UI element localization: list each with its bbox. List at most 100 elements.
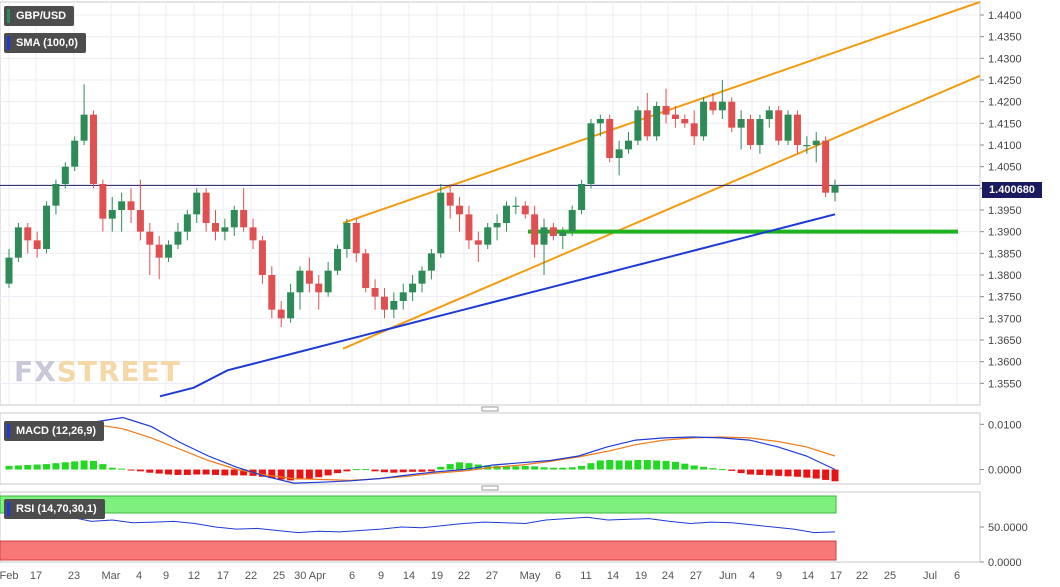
- candle-body: [146, 231, 154, 245]
- channel-line: [342, 74, 981, 350]
- x-tick-label: 24: [662, 570, 674, 582]
- legend-label: RSI (14,70,30,1): [16, 503, 97, 515]
- macd-histogram-bar: [315, 469, 323, 478]
- macd-histogram-bar: [831, 469, 839, 482]
- macd-histogram-bar: [784, 469, 792, 477]
- macd-histogram-bar: [89, 460, 97, 470]
- macd-histogram-bar: [822, 469, 830, 480]
- candle-body: [136, 210, 144, 232]
- candle-body: [118, 201, 126, 210]
- macd-histogram-bar: [118, 468, 126, 470]
- candle-body: [615, 149, 623, 158]
- candle-body: [287, 292, 295, 319]
- candle-body: [456, 205, 464, 215]
- candle-body: [108, 210, 116, 219]
- candle-body: [747, 119, 755, 145]
- macd-histogram-bar: [80, 460, 88, 470]
- macd-histogram-bar: [183, 469, 191, 475]
- candle-body: [718, 101, 726, 111]
- fxstreet-logo: FXSTREET: [14, 355, 181, 388]
- macd-histogram-bar: [352, 469, 360, 471]
- legend-gbpusd: GBP/USD: [4, 6, 75, 26]
- candle-body: [549, 227, 557, 236]
- y-tick-label: 1.3950: [988, 205, 1022, 217]
- legend-sma: SMA (100,0): [4, 33, 86, 53]
- macd-histogram-bar: [606, 460, 614, 470]
- candle-body: [465, 214, 473, 241]
- candle-body: [296, 270, 304, 293]
- x-tick-label: 14: [802, 570, 814, 582]
- candle-body: [596, 119, 604, 124]
- macd-histogram-bar: [230, 469, 238, 476]
- y-tick-label: 1.4400: [988, 10, 1022, 22]
- y-tick-label: 1.4050: [988, 162, 1022, 174]
- macd-histogram-bar: [596, 460, 604, 470]
- candle-body: [446, 192, 454, 206]
- legend-macd: MACD (12,26,9): [4, 421, 105, 441]
- candle-body: [578, 184, 586, 210]
- macd-histogram-bar: [99, 464, 107, 470]
- candle-body: [531, 214, 539, 245]
- legend-label: MACD (12,26,9): [16, 425, 97, 437]
- x-tick-label: 9: [378, 570, 384, 582]
- macd-histogram-bar: [390, 469, 398, 473]
- macd-histogram-bar: [437, 466, 445, 470]
- macd-histogram-bar: [681, 463, 689, 470]
- candle-body: [174, 231, 182, 245]
- candle-body: [681, 119, 689, 124]
- price-panel-frame: [0, 1, 981, 406]
- x-tick-label: 6: [954, 570, 960, 582]
- x-tick-label: 6: [555, 570, 561, 582]
- sma-100-line: [159, 213, 836, 398]
- macd-histogram-bar: [709, 468, 717, 470]
- candle-body: [700, 101, 708, 137]
- macd-histogram-bar: [136, 469, 144, 472]
- y-tick-label: 1.3700: [988, 313, 1022, 325]
- y-tick-label: 1.4250: [988, 75, 1022, 87]
- macd-histogram-bar: [456, 462, 464, 470]
- y-tick-label: 1.3550: [988, 378, 1022, 390]
- candle-body: [380, 296, 388, 310]
- x-tick-label: 17: [830, 570, 842, 582]
- macd-histogram-bar: [775, 469, 783, 476]
- y-tick-label: 0.0000: [988, 557, 1022, 569]
- x-tick-label: 11: [580, 570, 591, 582]
- macd-histogram-bar: [634, 460, 642, 470]
- candle-body: [5, 257, 13, 284]
- candle-body: [258, 240, 266, 275]
- y-tick-label: 1.4150: [988, 118, 1022, 130]
- candle-body: [625, 140, 632, 150]
- candle-body: [568, 210, 576, 232]
- macd-histogram-bar: [502, 466, 510, 470]
- macd-histogram-bar: [531, 466, 539, 470]
- macd-histogram-bar: [202, 469, 210, 475]
- macd-histogram-bar: [493, 465, 501, 470]
- candle-body: [277, 309, 285, 319]
- macd-histogram-bar: [127, 469, 135, 471]
- candle-body: [43, 205, 51, 249]
- candle-body: [437, 192, 445, 254]
- legend-swatch: [7, 9, 10, 23]
- candle-body: [155, 244, 163, 258]
- macd-histogram-bar: [14, 465, 22, 470]
- x-tick-label: 14: [607, 570, 619, 582]
- candle-body: [662, 106, 670, 115]
- macd-histogram-bar: [43, 464, 51, 470]
- macd-histogram-bar: [409, 469, 417, 472]
- legend-label: SMA (100,0): [16, 37, 78, 49]
- candle-body: [362, 253, 370, 288]
- macd-histogram-bar: [108, 467, 116, 470]
- candle-body: [324, 270, 332, 293]
- candle-body: [315, 283, 323, 293]
- candle-body: [193, 192, 201, 215]
- candle-body: [493, 223, 501, 228]
- x-tick-label: 23: [68, 570, 80, 582]
- candle-body: [587, 123, 595, 184]
- macd-histogram-bar: [803, 469, 811, 478]
- macd-histogram-bar: [334, 469, 342, 474]
- y-tick-label: 1.3850: [988, 248, 1022, 260]
- macd-histogram-bar: [380, 469, 388, 473]
- candle-body: [474, 240, 482, 245]
- x-tick-label: 4: [749, 570, 755, 582]
